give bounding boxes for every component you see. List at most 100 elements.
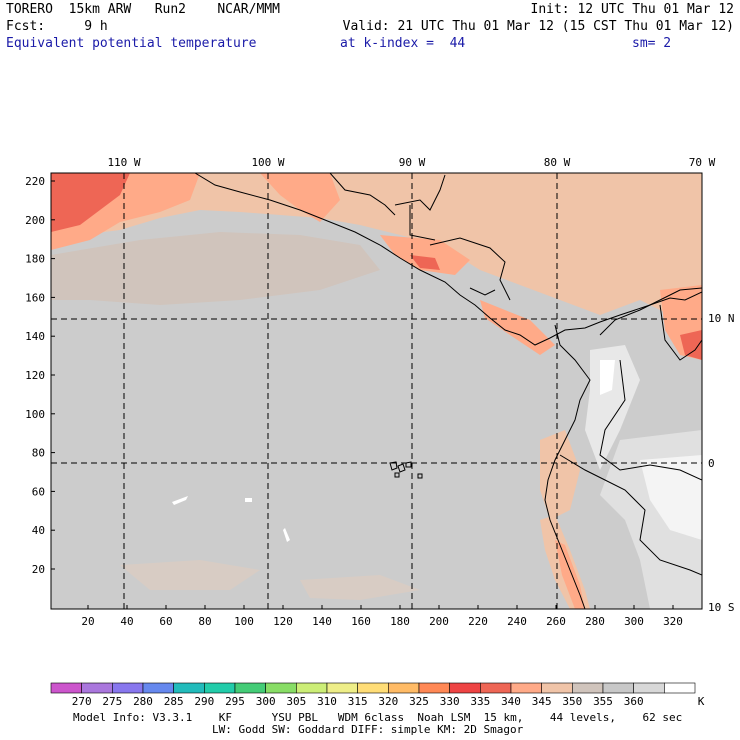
colorbar-swatch: [541, 682, 573, 694]
bottom-tick-label: 300: [624, 615, 644, 628]
left-tick-label: 40: [32, 524, 45, 537]
colorbar-swatch: [510, 682, 542, 694]
colorbar-swatch: [204, 682, 236, 694]
bottom-tick-label: 140: [312, 615, 332, 628]
colorbar-swatch: [265, 682, 297, 694]
field-band-340-cr: [480, 300, 555, 355]
colorbar-label: 290: [194, 695, 214, 708]
coastline-mexico-gulf: [329, 173, 396, 216]
colorbar-swatch: [480, 682, 512, 694]
colorbar-swatch: [173, 682, 205, 694]
lat-label-10s: 10 S: [708, 601, 735, 614]
bottom-grid-axis: 20 40 60 80 100 120 140 160 180 200 220 240 260 280 30…: [81, 605, 683, 628]
colorbar-label: 320: [378, 695, 398, 708]
bottom-tick-label: 180: [390, 615, 410, 628]
coastline-yucatan: [394, 174, 446, 211]
coastlines: [194, 173, 702, 609]
colorbar-swatch: [633, 682, 665, 694]
model-title: TORERO 15km ARW Run2 NCAR/MMM: [6, 2, 280, 17]
field-speck-3: [245, 498, 252, 502]
border-guatemala: [409, 205, 436, 241]
border-colombia: [599, 359, 702, 481]
colorbar-swatch: [602, 682, 634, 694]
colorbar-swatch: [572, 682, 604, 694]
left-tick-label: 100: [25, 408, 45, 421]
colorbar-label: 295: [225, 695, 245, 708]
colorbar-swatch: [388, 682, 420, 694]
colorbar-label: 300: [256, 695, 276, 708]
left-tick-label: 60: [32, 485, 45, 498]
border-nicaragua: [469, 287, 496, 296]
bottom-tick-label: 160: [351, 615, 371, 628]
coastline-south-america-west: [544, 324, 591, 609]
field-band-white-amazon: [640, 455, 702, 540]
colorbar-label: 360: [624, 695, 644, 708]
bottom-tick-label: 280: [585, 615, 605, 628]
bottom-tick-label: 200: [429, 615, 449, 628]
field-band-350-north: [51, 232, 380, 305]
coastline-central-america: [194, 173, 702, 346]
left-tick-label: 20: [32, 563, 45, 576]
field-speck-1: [172, 496, 188, 505]
valid-time: Valid: 21 UTC Thu 01 Mar 12 (15 CST Thu …: [342, 19, 734, 34]
bottom-tick-label: 80: [198, 615, 211, 628]
colorbar: 270 275 280 285 290 295 300 305 310 315 320 325 330 3…: [50, 682, 696, 708]
field-band-340-ca: [380, 235, 470, 275]
colorbar-label: 285: [164, 695, 184, 708]
field-band-335-nw: [51, 173, 130, 232]
colorbar-label: 310: [317, 695, 337, 708]
colorbar-label: 340: [501, 695, 521, 708]
model-info-line2: LW: Godd SW: Goddard DIFF: simple KM: 2D…: [212, 723, 524, 736]
lat-label-10n: 10 N: [708, 312, 735, 325]
field-patch-south-2: [300, 575, 420, 600]
border-venezuela: [659, 304, 702, 361]
left-tick-label: 160: [25, 291, 45, 304]
colorbar-swatch: [234, 682, 266, 694]
lon-label-70w: 70 W: [689, 156, 716, 169]
bottom-tick-label: 240: [507, 615, 527, 628]
colorbar-label: 330: [440, 695, 460, 708]
left-tick-label: 140: [25, 330, 45, 343]
model-info-line1: Model Info: V3.3.1 KF YSU PBL WDM 6class…: [73, 711, 683, 724]
left-tick-label: 200: [25, 214, 45, 227]
colorbar-swatch: [296, 682, 328, 694]
map-frame: [50, 172, 703, 610]
colorbar-swatch: [142, 682, 174, 694]
lat-label-0: 0: [708, 457, 715, 470]
init-time: Init: 12 UTC Thu 01 Mar 12: [530, 2, 735, 17]
colorbar-label: 280: [133, 695, 153, 708]
colorbar-swatch: [449, 682, 481, 694]
colorbar-swatch: [664, 682, 696, 694]
field-patch-south-1: [120, 560, 260, 590]
colorbar-label: 345: [532, 695, 552, 708]
colorbar-label: 325: [409, 695, 429, 708]
lon-label-110w: 110 W: [107, 156, 140, 169]
left-tick-label: 120: [25, 369, 45, 382]
galapagos-islands: [389, 461, 423, 479]
theta-e-field: [51, 173, 702, 609]
field-band-340-peru: [555, 540, 585, 609]
field-name: Equivalent potential temperature: [6, 36, 257, 51]
bottom-tick-label: 120: [273, 615, 293, 628]
field-band-345: [51, 173, 702, 330]
left-grid-axis: 220 200 180 160 140 120 100 80 60 40 20: [25, 175, 55, 576]
field-band-335-ca: [410, 255, 440, 270]
colorbar-swatch: [112, 682, 144, 694]
bottom-tick-label: 40: [120, 615, 133, 628]
field-band-white-andes: [600, 360, 615, 395]
lon-label-80w: 80 W: [544, 156, 571, 169]
bottom-tick-label: 100: [234, 615, 254, 628]
bottom-tick-label: 260: [546, 615, 566, 628]
bottom-tick-label: 60: [159, 615, 172, 628]
colorbar-label: 355: [593, 695, 613, 708]
colorbar-swatch: [50, 682, 82, 694]
left-tick-label: 220: [25, 175, 45, 188]
field-band-360-andes: [585, 345, 640, 470]
colorbar-unit: K: [698, 695, 705, 708]
colorbar-label: 315: [348, 695, 368, 708]
colorbar-label: 270: [72, 695, 92, 708]
colorbar-swatch: [326, 682, 358, 694]
coastline-caribbean-honduras: [429, 237, 511, 301]
colorbar-label: 350: [562, 695, 582, 708]
